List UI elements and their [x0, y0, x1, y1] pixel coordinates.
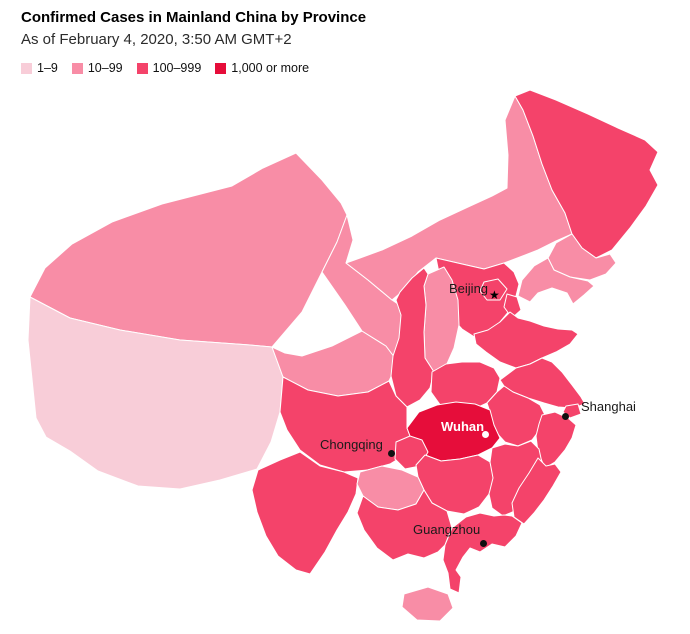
- province-tibet: [27, 296, 284, 490]
- wuhan-dot-marker-icon: [482, 431, 489, 438]
- city-label-beijing: Beijing: [449, 281, 489, 296]
- legend-swatch-1-9: [21, 62, 32, 74]
- beijing-star-marker-icon: ★: [489, 288, 500, 302]
- guangzhou-dot-marker-icon: [480, 540, 487, 547]
- province-fujian: [511, 457, 562, 525]
- province-shandong: [473, 311, 579, 369]
- legend-swatch-10-99: [71, 62, 83, 74]
- province-tianjin: [503, 293, 522, 319]
- legend-label-10-99: 10–99: [87, 61, 123, 75]
- legend: 1–9 10–99 100–999 1,000 or more: [21, 61, 309, 75]
- province-xinjiang: [29, 152, 348, 348]
- province-hainan: [401, 586, 454, 622]
- province-beijing: [479, 278, 508, 301]
- city-label-guangzhou: Guangzhou: [413, 522, 481, 537]
- shanghai-dot-marker-icon: [562, 413, 569, 420]
- province-liaoning: [517, 257, 595, 305]
- chart-header: Confirmed Cases in Mainland China by Pro…: [21, 9, 366, 50]
- city-label-wuhan: Wuhan: [441, 419, 485, 434]
- province-jilin: [547, 233, 617, 281]
- chongqing-dot-marker-icon: [388, 450, 395, 457]
- city-label-shanghai: Shanghai: [581, 399, 636, 414]
- legend-item-1000-or-more: 1,000 or more: [215, 61, 309, 75]
- page-title: Confirmed Cases in Mainland China by Pro…: [21, 9, 367, 26]
- province-zhejiang: [535, 411, 577, 469]
- legend-label-1-9: 1–9: [37, 61, 58, 75]
- province-shaanxi: [390, 267, 435, 408]
- legend-item-10-99: 10–99: [71, 61, 123, 75]
- legend-label-100-999: 100–999: [152, 61, 202, 75]
- legend-item-100-999: 100–999: [136, 61, 202, 75]
- legend-label-1000-or-more: 1,000 or more: [231, 61, 310, 75]
- province-yunnan: [251, 451, 359, 575]
- legend-item-1-9: 1–9: [21, 61, 58, 75]
- province-heilongjiang: [514, 89, 659, 259]
- province-guangdong: [442, 512, 523, 594]
- city-label-chongqing: Chongqing: [320, 437, 383, 452]
- timestamp-subtitle: As of February 4, 2020, 3:50 AM GMT+2: [21, 30, 292, 48]
- legend-swatch-100-999: [136, 62, 148, 74]
- legend-swatch-1000-or-more: [215, 62, 227, 74]
